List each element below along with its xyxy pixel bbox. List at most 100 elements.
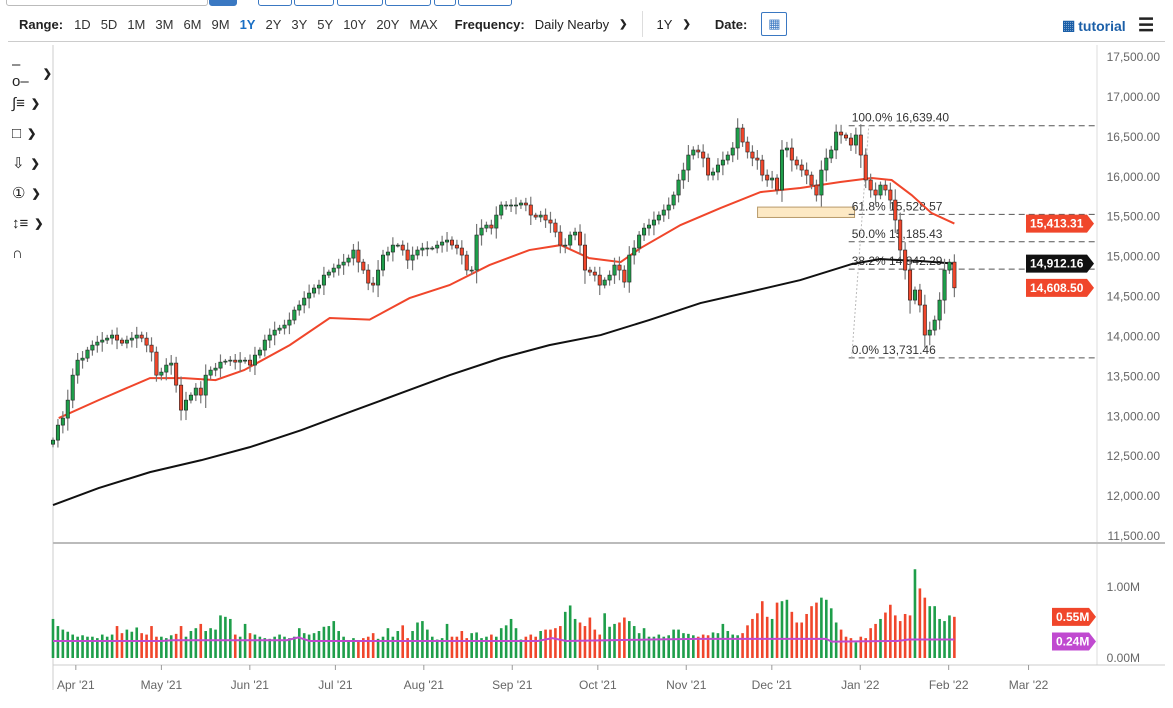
volume-bar xyxy=(426,629,429,658)
volume-bar xyxy=(756,613,759,658)
candle-down xyxy=(144,337,149,346)
candle-down xyxy=(701,151,706,159)
candle-up xyxy=(75,359,80,376)
x-tick-label: Apr '21 xyxy=(57,678,95,692)
y-tick-label: 13,500.00 xyxy=(1107,369,1161,383)
volume-bar xyxy=(76,636,79,658)
volume-bar xyxy=(51,618,55,658)
date-picker-button[interactable]: ▦ xyxy=(761,12,788,36)
candle-up xyxy=(711,171,716,176)
x-tick-label: Mar '22 xyxy=(1009,678,1049,692)
candle-down xyxy=(582,244,587,271)
marker-tool-button[interactable]: ① ❯ xyxy=(0,178,52,208)
measure-tool-button[interactable]: ↕≡ ❯ xyxy=(0,208,52,238)
candle-up xyxy=(183,399,188,411)
top-cut-off-button[interactable] xyxy=(258,0,292,6)
candle-down xyxy=(922,304,927,336)
candle-up xyxy=(627,254,632,283)
volume-bar xyxy=(189,631,193,658)
volume-bar xyxy=(692,635,695,658)
candle-up xyxy=(947,261,952,271)
range-option-1y[interactable]: 1Y xyxy=(239,16,256,32)
period-dropdown[interactable]: 1Y ❯ xyxy=(657,17,691,32)
candle-up xyxy=(784,147,789,151)
range-option-1d[interactable]: 1D xyxy=(74,16,91,32)
volume-bar xyxy=(450,636,454,658)
volume-bar xyxy=(588,617,592,658)
range-option-5y[interactable]: 5Y xyxy=(317,16,334,32)
range-option-6m[interactable]: 6M xyxy=(183,16,202,32)
volume-bar xyxy=(125,629,129,658)
candle-down xyxy=(587,269,592,273)
candle-up xyxy=(218,361,223,369)
volume-bar xyxy=(278,634,281,658)
range-option-5d[interactable]: 5D xyxy=(100,16,118,32)
volume-bar xyxy=(844,636,848,658)
candle-up xyxy=(435,244,440,249)
range-option-3y[interactable]: 3Y xyxy=(291,16,308,32)
top-cut-off-button[interactable] xyxy=(209,0,237,6)
volume-bar xyxy=(721,623,725,658)
range-option-9m[interactable]: 9M xyxy=(211,16,230,32)
candle-up xyxy=(686,154,691,171)
range-option-3m[interactable]: 3M xyxy=(155,16,174,32)
candle-up xyxy=(262,339,267,351)
candle-down xyxy=(765,174,770,181)
chevron-down-icon: ❯ xyxy=(682,18,691,30)
range-option-10y[interactable]: 10Y xyxy=(343,16,367,32)
candle-up xyxy=(479,227,484,236)
volume-bar xyxy=(381,636,385,658)
candle-down xyxy=(528,204,533,216)
top-cut-off-field[interactable] xyxy=(6,0,208,6)
volume-bar xyxy=(642,628,646,658)
volume-bar xyxy=(357,640,360,658)
rectangle-tool-button[interactable]: □ ❯ xyxy=(0,118,52,148)
range-option-20y[interactable]: 20Y xyxy=(376,16,400,32)
volume-bar xyxy=(470,633,473,658)
top-cut-off-button[interactable] xyxy=(434,0,456,6)
top-cut-off-button[interactable] xyxy=(294,0,334,6)
candle-up xyxy=(277,327,282,331)
volume-bar xyxy=(879,618,882,658)
volume-bar xyxy=(376,638,380,658)
range-option-1m[interactable]: 1M xyxy=(127,16,146,32)
candle-down xyxy=(233,359,238,363)
volume-bar xyxy=(677,629,680,658)
candle-up xyxy=(819,169,824,196)
candle-up xyxy=(853,134,858,146)
top-cut-off-button[interactable] xyxy=(458,0,512,6)
candle-up xyxy=(932,319,937,331)
x-tick-label: Feb '22 xyxy=(929,678,969,692)
fib-tool-button[interactable]: ∫≡ ❯ xyxy=(0,88,52,118)
volume-bar xyxy=(913,569,917,658)
arrow-tool-button[interactable]: ⇩ ❯ xyxy=(0,148,52,178)
top-cut-off-button[interactable] xyxy=(385,0,431,6)
divider xyxy=(641,11,643,37)
volume-bar xyxy=(839,629,843,658)
tutorial-link[interactable]: ▦ tutorial xyxy=(1062,17,1126,34)
hamburger-menu-icon[interactable]: ☰ xyxy=(1138,15,1155,35)
magnet-tool-button[interactable]: ∩ xyxy=(0,238,52,268)
candle-down xyxy=(119,339,124,344)
top-cut-off-button[interactable] xyxy=(337,0,383,6)
volume-bar xyxy=(923,597,927,658)
volume-bar xyxy=(362,638,365,658)
chevron-right-icon: ❯ xyxy=(30,157,40,170)
line-tool-button[interactable]: –o– ❯ xyxy=(0,56,52,90)
range-option-max[interactable]: MAX xyxy=(409,16,438,32)
candle-up xyxy=(223,360,228,363)
volume-bar xyxy=(549,629,552,658)
candle-up xyxy=(410,254,415,261)
frequency-dropdown[interactable]: Daily Nearby ❯ xyxy=(535,17,628,32)
range-option-2y[interactable]: 2Y xyxy=(265,16,282,32)
candle-down xyxy=(454,244,459,249)
candle-down xyxy=(558,231,563,246)
candle-up xyxy=(282,324,287,329)
candle-up xyxy=(302,297,307,306)
volume-bar xyxy=(411,631,414,658)
volume-bar xyxy=(760,601,764,658)
candle-down xyxy=(755,157,760,161)
volume-bar xyxy=(898,621,902,658)
